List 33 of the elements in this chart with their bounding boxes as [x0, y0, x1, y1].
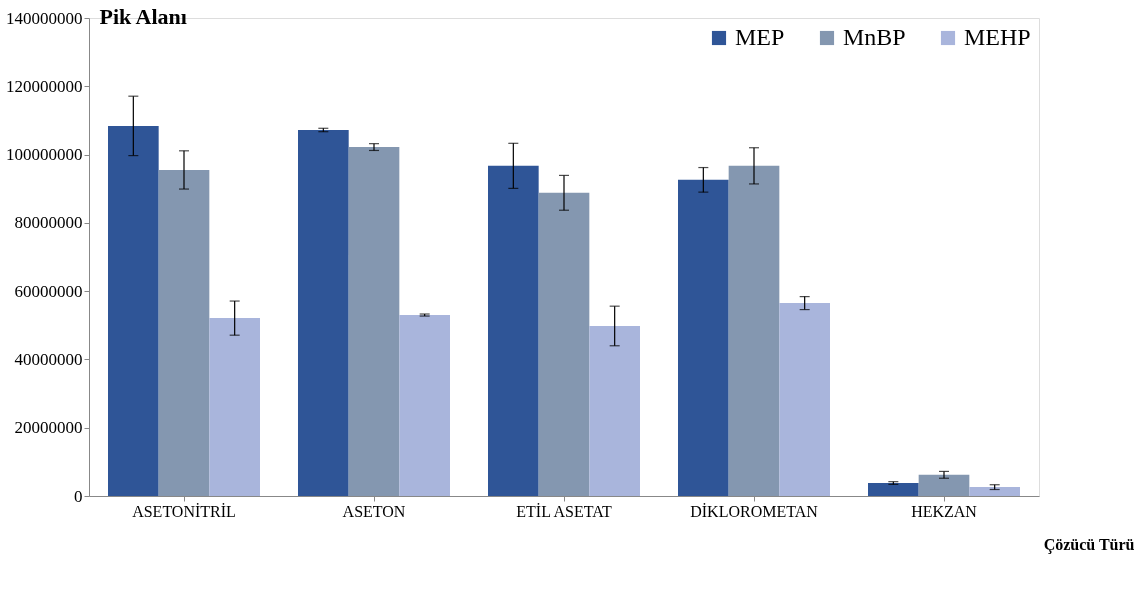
- bar: [779, 303, 830, 496]
- bar: [969, 487, 1020, 496]
- x-tick-label: HEKZAN: [911, 502, 978, 520]
- bar: [678, 179, 729, 496]
- bar: [209, 318, 260, 496]
- y-tick-label: 20000000: [14, 418, 83, 438]
- x-tick-label: ASETONİTRİL: [132, 502, 236, 520]
- bar: [108, 125, 159, 496]
- x-tick-label: ETİL ASETAT: [516, 502, 612, 520]
- bar: [399, 315, 450, 496]
- legend-label: MnBP: [843, 24, 906, 50]
- bar: [868, 483, 919, 496]
- y-tick-label: 80000000: [14, 213, 83, 233]
- bar: [298, 129, 349, 496]
- bar: [589, 325, 640, 496]
- legend-label: MEHP: [964, 24, 1031, 50]
- y-tick-label: 0: [74, 486, 83, 506]
- y-tick-label: 40000000: [14, 349, 83, 369]
- bar: [158, 169, 210, 496]
- y-tick-label: 140000000: [6, 8, 83, 28]
- bar: [538, 192, 590, 496]
- y-tick-label: 120000000: [6, 76, 83, 96]
- y-axis-title: Pik Alanı: [99, 3, 187, 29]
- bar: [918, 474, 970, 496]
- legend-label: MEP: [735, 24, 785, 50]
- x-tick-label: DİKLOROMETAN: [690, 502, 819, 520]
- bar: [488, 165, 539, 496]
- bar: [728, 165, 780, 496]
- bar: [348, 147, 400, 496]
- x-tick-label: ASETON: [342, 502, 406, 520]
- y-tick-label: 100000000: [6, 145, 83, 165]
- y-tick-label: 60000000: [14, 281, 83, 301]
- x-axis-title: Çözücü Türü: [1043, 535, 1135, 554]
